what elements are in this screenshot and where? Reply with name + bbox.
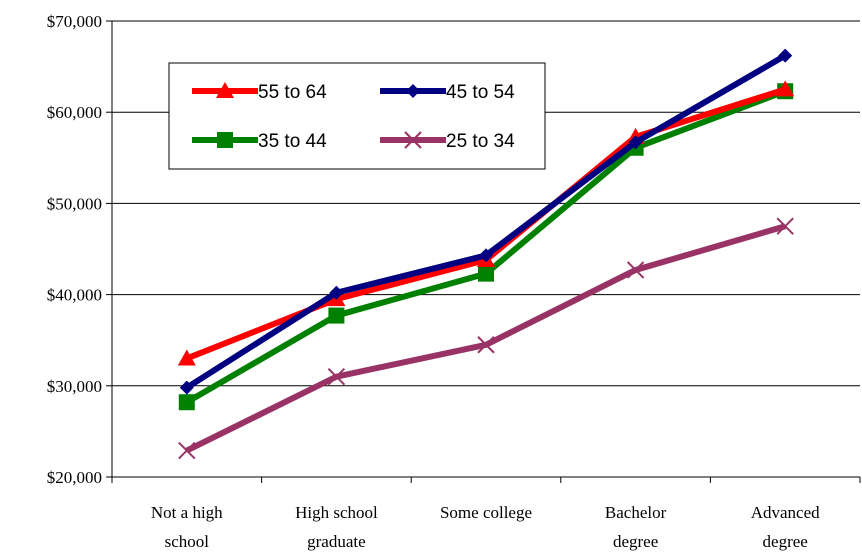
- legend-label: 25 to 34: [446, 131, 515, 152]
- series-group: [177, 48, 795, 460]
- x-tick-label: High school graduate: [295, 503, 378, 551]
- data-point: [626, 261, 645, 279]
- y-tick-label: $20,000: [47, 468, 102, 487]
- legend-marker: [404, 131, 422, 149]
- data-point: [628, 135, 643, 150]
- series-45-to-54: [179, 48, 793, 395]
- y-tick-label: $40,000: [47, 286, 102, 305]
- data-point: [778, 48, 793, 63]
- y-tick-label: $30,000: [47, 377, 102, 396]
- data-point: [776, 217, 794, 235]
- data-point: [328, 307, 345, 324]
- legend-item: 35 to 44: [192, 131, 327, 152]
- y-tick-label: $60,000: [47, 103, 102, 122]
- legend-marker: [217, 132, 233, 148]
- data-point: [178, 394, 195, 411]
- legend-label: 45 to 54: [446, 82, 515, 103]
- legend: 55 to 64 45 to 54 35 to 44 25 to 34: [168, 62, 546, 170]
- x-tick-labels: Not a high school High school graduate Some …: [151, 503, 820, 551]
- data-point: [327, 367, 346, 386]
- x-tick-label: Some college: [440, 503, 532, 522]
- data-point: [478, 265, 494, 282]
- data-point: [177, 349, 196, 366]
- x-tick-label: Advanced degree: [751, 503, 820, 551]
- x-tick-label: Bachelor degree: [605, 503, 667, 551]
- legend-label: 55 to 64: [258, 82, 327, 103]
- legend-item: 55 to 64: [192, 82, 327, 103]
- legend-item: 25 to 34: [380, 131, 515, 152]
- data-point: [479, 248, 493, 263]
- data-point: [776, 80, 795, 97]
- data-point: [477, 336, 495, 354]
- x-tick-label: Not a high school: [151, 503, 223, 551]
- data-point: [178, 441, 196, 460]
- y-tick-label: $70,000: [47, 12, 102, 31]
- legend-box: [168, 62, 546, 170]
- y-tick-label: $50,000: [47, 194, 102, 213]
- legend-marker: [216, 82, 234, 98]
- axes: [106, 20, 861, 483]
- data-point: [329, 285, 344, 300]
- legend-label: 35 to 44: [258, 131, 327, 152]
- y-tick-labels: $20,000 $30,000 $40,000 $50,000 $60,000 $70,0…: [47, 12, 102, 487]
- legend-marker: [406, 84, 420, 98]
- series-25-to-34: [178, 217, 794, 460]
- data-point: [179, 380, 194, 395]
- legend-item: 45 to 54: [380, 82, 515, 103]
